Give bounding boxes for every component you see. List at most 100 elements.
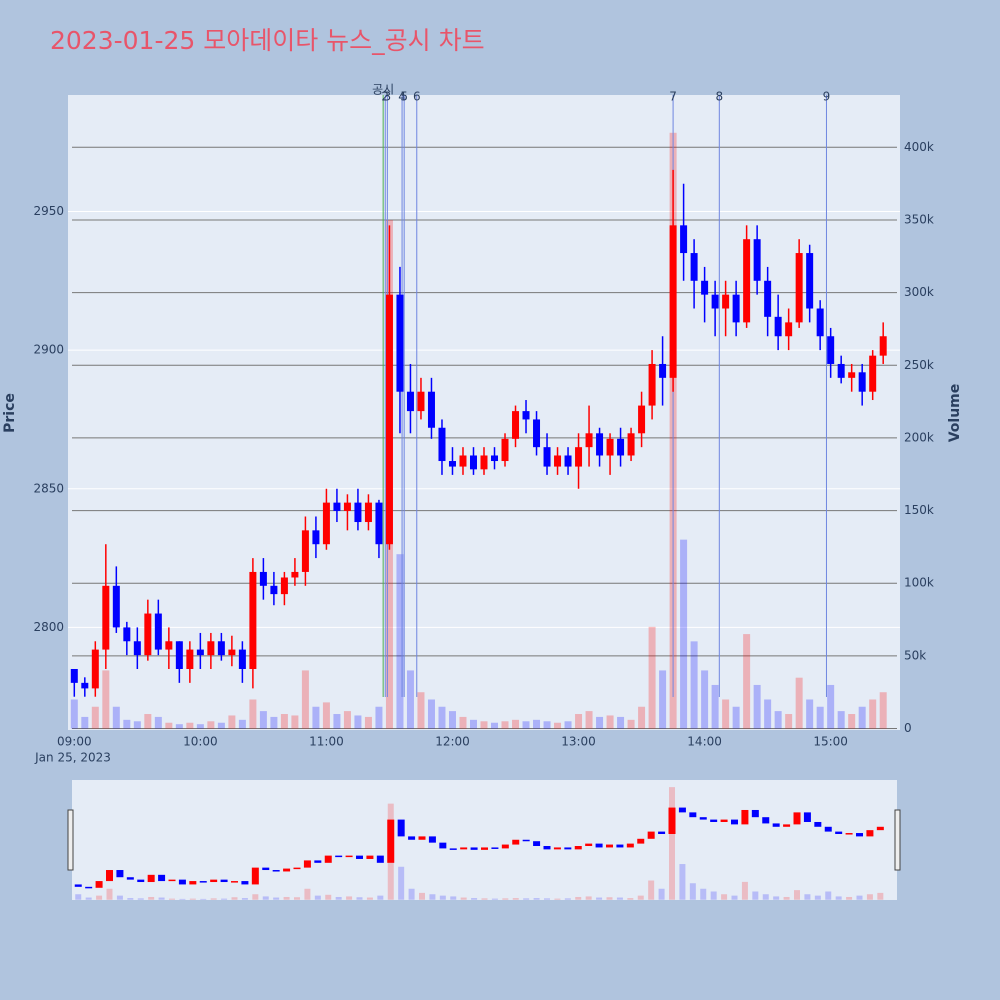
mini-volume-bar (179, 898, 186, 900)
mini-candle (824, 826, 832, 832)
mini-candle (366, 855, 374, 859)
candle-body (732, 294, 740, 323)
mini-candle (585, 843, 593, 847)
y2-tick-label: 50k (904, 648, 926, 662)
mini-volume-bar (689, 883, 696, 900)
y-tick-label: 2850 (33, 481, 64, 495)
y-tick-label: 2900 (33, 343, 64, 357)
mini-candle (543, 846, 551, 850)
x-tick-label: 09:00 (57, 735, 92, 749)
mini-volume-bar (544, 898, 550, 900)
mini-volume-bar (866, 894, 873, 900)
mini-candle (626, 843, 634, 848)
volume-bar (301, 670, 309, 729)
mini-volume-bar (846, 896, 853, 900)
volume-bar (438, 706, 446, 729)
mini-volume-bar (502, 898, 509, 900)
volume-bar (396, 554, 404, 729)
range-handle[interactable] (67, 809, 74, 871)
mini-volume-bar (554, 898, 561, 900)
candle-body (512, 411, 520, 439)
mini-candle (491, 847, 499, 849)
x-tick-label: 13:00 (561, 735, 596, 749)
mini-candle (689, 812, 697, 818)
mini-volume-bar (377, 895, 384, 900)
mini-candle (293, 867, 301, 870)
volume-bar (543, 721, 551, 729)
candle-body (427, 391, 435, 428)
mini-candle (783, 824, 791, 827)
mini-candle (231, 881, 238, 883)
candle-body (186, 649, 194, 669)
y2-tick-label: 150k (904, 503, 934, 517)
mini-candle (720, 819, 728, 822)
candle-body (648, 363, 656, 406)
volume-bar (186, 722, 194, 729)
range-slider[interactable] (72, 780, 897, 900)
mini-volume-bar (439, 895, 446, 900)
volume-bar (575, 714, 583, 729)
mini-volume-bar (606, 897, 613, 900)
volume-bar (795, 677, 803, 729)
volume-bar (512, 719, 520, 729)
range-handle[interactable] (894, 809, 901, 871)
volume-bar (774, 711, 782, 729)
mini-volume-bar (460, 897, 467, 900)
mini-candle (272, 870, 280, 872)
candle-body (144, 613, 152, 656)
mini-volume-bar (814, 895, 821, 900)
candle-body (858, 372, 866, 392)
candle-body (606, 438, 614, 456)
volume-bar (764, 699, 772, 729)
mini-candle (126, 877, 134, 880)
candle-body (659, 363, 667, 378)
plot-area (68, 95, 900, 730)
mini-volume-bar (721, 894, 728, 900)
mini-volume-bar (304, 888, 311, 900)
mini-volume-bar (398, 866, 405, 900)
candle-body (354, 502, 362, 523)
mini-candle (262, 867, 270, 871)
candle-body (196, 649, 204, 656)
mini-volume-bar (679, 864, 686, 900)
mini-volume-bar (252, 894, 259, 900)
mini-volume-bar (262, 896, 269, 900)
volume-bar (837, 711, 845, 729)
volume-bar (207, 721, 215, 729)
volume-bar (522, 721, 530, 729)
volume-bar (480, 721, 488, 729)
mini-candle (85, 886, 93, 889)
mini-candle (814, 821, 822, 827)
candle-body (259, 571, 267, 586)
candle-body (785, 322, 793, 337)
mini-volume-bar (137, 898, 144, 900)
candle-body (333, 502, 341, 511)
volume-bar (144, 714, 152, 729)
mini-volume-bar (658, 888, 665, 900)
candle-body (217, 641, 225, 656)
mini-candle (428, 836, 436, 843)
mini-candle (668, 807, 676, 834)
mini-candle (189, 881, 197, 885)
volume-bar (322, 702, 330, 729)
candle-body (596, 433, 604, 456)
volume-bar (280, 714, 288, 729)
volume-bar (291, 715, 299, 729)
mini-candle (835, 831, 843, 834)
y-tick-label: 2950 (33, 204, 64, 218)
candle-body (448, 461, 456, 467)
mini-candle (335, 855, 343, 858)
candle-body (585, 433, 593, 448)
candle-body (396, 294, 404, 392)
mini-candle (647, 831, 655, 839)
candle-body (322, 502, 330, 545)
mini-volume-bar (585, 896, 592, 900)
y2-tick-label: 0 (904, 721, 912, 735)
mini-candle (772, 823, 780, 827)
volume-bar (165, 722, 173, 729)
candle-body (638, 405, 646, 434)
mini-volume-bar (669, 787, 675, 900)
volume-bar (533, 719, 541, 729)
